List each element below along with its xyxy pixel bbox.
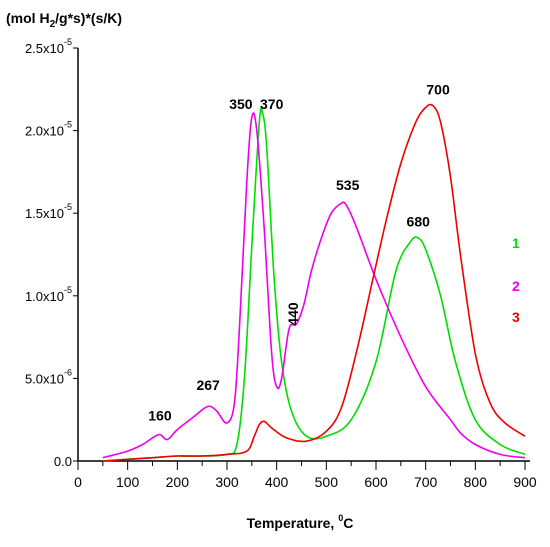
x-axis-label-unit: C xyxy=(343,515,353,531)
x-axis-label-superscript: 0 xyxy=(338,513,343,523)
y-tick-label: 5.0x10-6 xyxy=(25,367,72,386)
y-tick-mantissa: 0.0 xyxy=(54,454,72,469)
x-axis-label: Temperature, 0C xyxy=(247,513,354,531)
legend-entry: 1 xyxy=(512,235,520,251)
x-tick-label: 400 xyxy=(265,474,289,490)
x-tick-label: 100 xyxy=(116,474,140,490)
peak-label: 680 xyxy=(407,213,431,229)
series-lines xyxy=(102,103,526,462)
y-ticks: 0.05.0x10-61.0x10-51.5x10-52.0x10-52.5x1… xyxy=(25,37,78,469)
x-ticks: 0 100 200 300 400 500 600 700 800 900 xyxy=(74,461,537,490)
x-tick-label: 700 xyxy=(414,474,438,490)
peak-label: 350 xyxy=(229,96,253,112)
y-tick-mantissa: 2.5x10 xyxy=(25,41,64,56)
x-tick-label: 500 xyxy=(315,474,339,490)
y-axis-label-open: (mol H xyxy=(6,10,50,26)
y-tick-exponent: -5 xyxy=(64,120,72,130)
y-tick-label: 2.0x10-5 xyxy=(25,120,72,139)
y-tick-mantissa: 1.5x10 xyxy=(25,206,64,221)
y-tick-exponent: -5 xyxy=(64,285,72,295)
series-line-3 xyxy=(102,103,526,462)
y-tick-mantissa: 5.0x10 xyxy=(25,371,64,386)
peak-label: 370 xyxy=(260,96,284,112)
peak-annotations: 160 267 350 370 440 535 680 700 xyxy=(148,81,450,423)
y-axis-label-subscript: 2 xyxy=(50,19,56,30)
x-tick-label: 600 xyxy=(364,474,388,490)
y-tick-mantissa: 2.0x10 xyxy=(25,124,64,139)
x-tick-label: 200 xyxy=(166,474,190,490)
x-tick-label: 900 xyxy=(513,474,537,490)
y-axis-label-rest: /g*s)*(s/K) xyxy=(55,10,122,26)
x-tick-label: 800 xyxy=(464,474,488,490)
y-axis-label: (mol H2/g*s)*(s/K) xyxy=(6,10,122,30)
plot-area: 0.05.0x10-61.0x10-51.5x10-52.0x10-52.5x1… xyxy=(25,37,537,490)
y-tick-label: 0.0 xyxy=(54,454,72,469)
y-tick-exponent: -6 xyxy=(64,367,72,377)
series-line-2 xyxy=(102,112,526,459)
x-tick-label: 0 xyxy=(74,474,82,490)
peak-label: 160 xyxy=(148,408,172,424)
y-tick-label: 1.0x10-5 xyxy=(25,285,72,304)
x-tick-label: 300 xyxy=(215,474,239,490)
legend: 1 2 3 xyxy=(512,235,520,325)
y-tick-label: 1.5x10-5 xyxy=(25,202,72,221)
legend-entry: 3 xyxy=(512,309,520,325)
y-tick-label: 2.5x10-5 xyxy=(25,37,72,56)
peak-label: 267 xyxy=(196,377,220,393)
peak-label: 440 xyxy=(285,302,301,326)
legend-entry: 2 xyxy=(512,278,520,294)
peak-label: 700 xyxy=(426,81,450,97)
y-tick-mantissa: 1.0x10 xyxy=(25,289,64,304)
y-tick-exponent: -5 xyxy=(64,37,72,47)
y-tick-exponent: -5 xyxy=(64,202,72,212)
peak-label: 535 xyxy=(336,177,360,193)
x-axis-label-main: Temperature, xyxy=(247,515,339,531)
